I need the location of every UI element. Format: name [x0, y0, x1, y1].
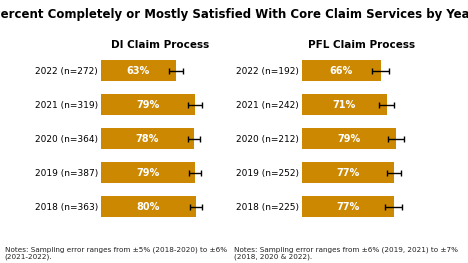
Text: 71%: 71%: [333, 100, 356, 110]
Text: 77%: 77%: [336, 168, 359, 178]
Bar: [101, 196, 196, 217]
Text: 80%: 80%: [137, 201, 160, 211]
Bar: [101, 94, 195, 115]
Bar: [302, 162, 394, 183]
Title: DI Claim Process: DI Claim Process: [111, 41, 209, 50]
Text: 79%: 79%: [136, 100, 160, 110]
Bar: [302, 128, 396, 149]
Bar: [101, 128, 194, 149]
Bar: [101, 162, 195, 183]
Bar: [101, 60, 176, 82]
Text: 77%: 77%: [336, 201, 359, 211]
Text: 66%: 66%: [329, 66, 353, 76]
Text: 63%: 63%: [126, 66, 150, 76]
Text: 79%: 79%: [136, 168, 160, 178]
Text: 78%: 78%: [135, 134, 159, 144]
Text: 79%: 79%: [337, 134, 361, 144]
Text: Notes: Sampling error ranges from ±6% (2019, 2021) to ±7%
(2018, 2020 & 2022).: Notes: Sampling error ranges from ±6% (2…: [234, 246, 458, 260]
Bar: [302, 196, 394, 217]
Title: PFL Claim Process: PFL Claim Process: [308, 41, 415, 50]
Text: Notes: Sampling error ranges from ±5% (2018-2020) to ±6%
(2021-2022).: Notes: Sampling error ranges from ±5% (2…: [5, 246, 227, 260]
Bar: [302, 94, 387, 115]
Text: Percent Completely or Mostly Satisfied With Core Claim Services by Year: Percent Completely or Mostly Satisfied W…: [0, 8, 468, 21]
Bar: [302, 60, 380, 82]
